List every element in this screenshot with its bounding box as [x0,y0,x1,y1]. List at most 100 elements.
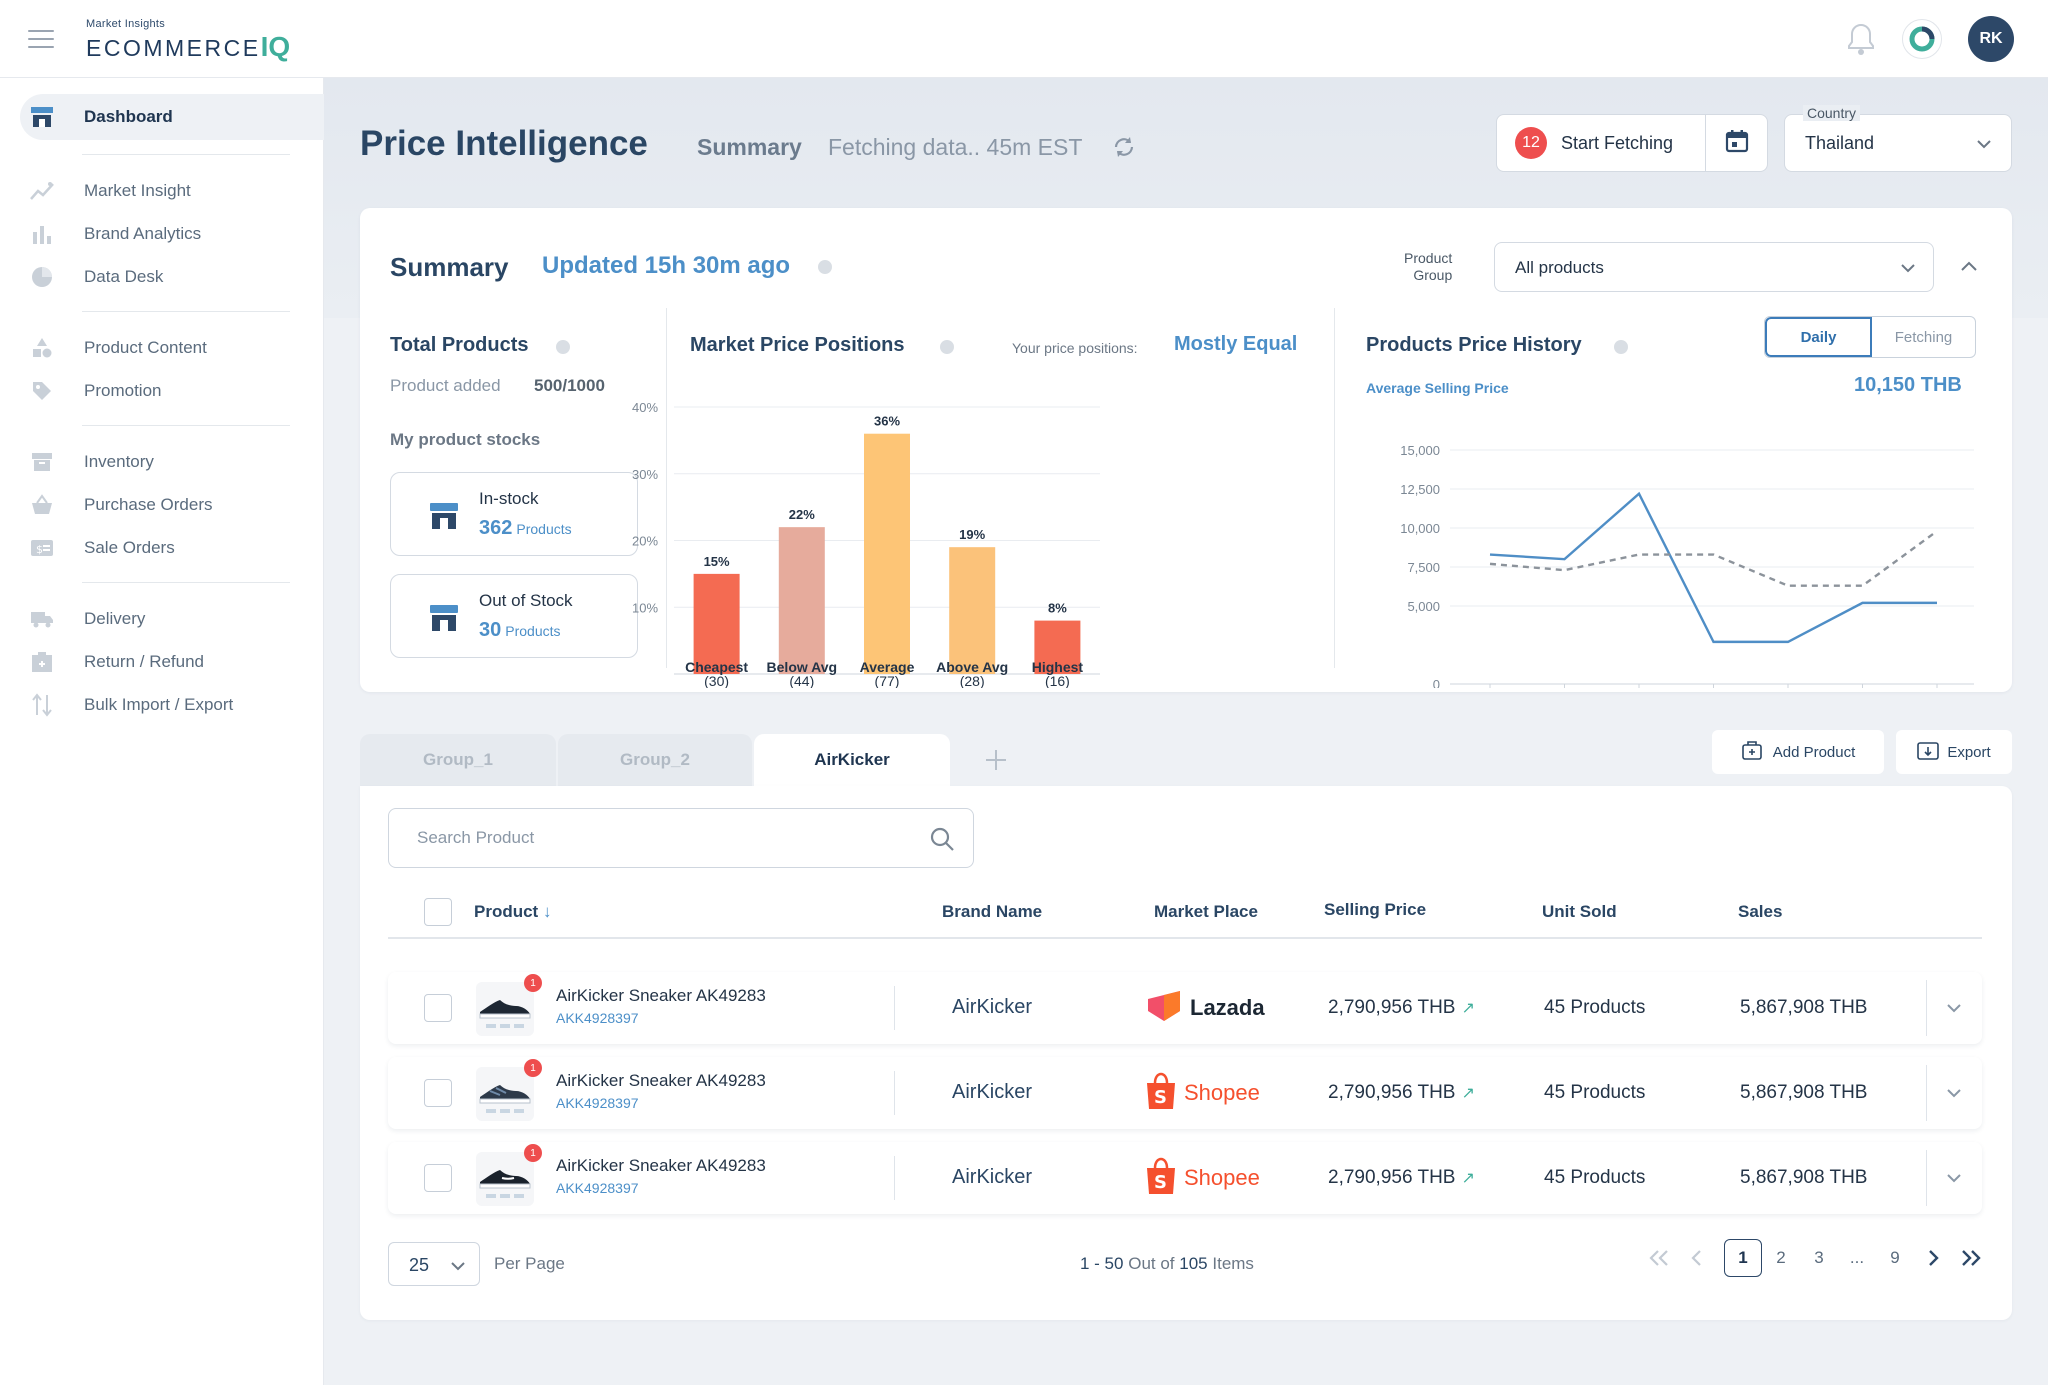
user-avatar[interactable]: RK [1968,16,2014,62]
out-of-stock-unit: Products [505,623,561,639]
series-line-dashed [1489,530,1938,587]
sidebar-item-dashboard[interactable]: Dashboard [20,94,324,140]
marketplace-logo: S Shopee [1144,1156,1260,1200]
selling-price-value: 2,790,956 THB [1328,997,1456,1018]
sidebar-item-bulk-import-export[interactable]: Bulk Import / Export [20,682,324,728]
svg-text:S: S [1154,1087,1167,1108]
column-header-product[interactable]: Product ↓ [474,902,551,922]
chevron-down-icon[interactable] [1944,998,1964,1018]
row-checkbox[interactable] [424,1079,452,1107]
column-header-units: Unit Sold [1542,902,1617,921]
first-page-icon[interactable] [1640,1239,1678,1277]
search-input[interactable] [389,809,973,867]
marketplace-logo: Lazada [1144,986,1265,1030]
page-button[interactable]: 1 [1724,1239,1762,1277]
bell-icon[interactable] [1846,22,1876,56]
in-stock-card[interactable]: In-stock 362 Products [390,472,638,556]
country-label: Country [1803,105,1861,121]
sidebar-item-market-insight[interactable]: Market Insight [20,168,324,214]
menu-icon[interactable] [28,30,54,48]
product-name[interactable]: AirKicker Sneaker AK49283 [556,986,766,1005]
in-stock-number: 362 [479,517,513,539]
y-tick-label: 40% [632,400,658,415]
sidebar-item-inventory[interactable]: Inventory [20,439,324,485]
return-box-icon [30,650,54,674]
sidebar-item-delivery[interactable]: Delivery [20,596,324,642]
sidebar-item-label: Product Content [84,338,207,357]
add-product-button[interactable]: Add Product [1712,730,1884,774]
calendar-button[interactable] [1705,115,1767,171]
range-mid: Out of [1128,1254,1175,1273]
per-page-select[interactable]: 25 [388,1242,480,1286]
refresh-icon[interactable] [1112,135,1136,159]
sidebar-item-label: Dashboard [84,107,173,126]
product-name[interactable]: AirKicker Sneaker AK49283 [556,1071,766,1090]
add-tab-icon[interactable] [980,744,1012,776]
tab-group-1[interactable]: Group_1 [360,734,556,786]
info-icon[interactable] [940,340,954,354]
select-all-checkbox[interactable] [424,898,452,926]
product-group-select[interactable]: All products [1494,242,1934,292]
table-row[interactable]: 1 AirKicker Sneaker AK49283 AKK4928397 A… [388,1057,1982,1129]
fetch-status: Fetching data.. 45m EST [828,134,1083,160]
toggle-fetching[interactable]: Fetching [1894,328,1953,346]
row-checkbox[interactable] [424,994,452,1022]
page-button[interactable]: 2 [1776,1248,1786,1267]
out-of-stock-number: 30 [479,619,502,641]
logo[interactable]: Market Insights ECOMMERCEIQ [86,18,290,63]
notification-badge: 1 [524,1059,542,1077]
y-tick-label: 20% [632,534,658,549]
next-page-icon[interactable] [1914,1239,1952,1277]
info-icon[interactable] [1614,340,1628,354]
row-checkbox[interactable] [424,1164,452,1192]
sidebar-item-sale-orders[interactable]: $ Sale Orders [20,525,324,571]
toggle-daily[interactable]: Daily [1765,317,1872,357]
truck-icon [30,607,54,631]
page-button[interactable]: 3 [1814,1248,1824,1267]
chevron-down-icon [1899,259,1917,277]
column-header-brand: Brand Name [942,902,1043,921]
chevron-down-icon[interactable] [1944,1083,1964,1103]
tab-airkicker[interactable]: AirKicker [754,734,950,786]
page-button[interactable]: 9 [1890,1248,1900,1267]
info-icon[interactable] [556,340,570,354]
out-of-stock-card[interactable]: Out of Stock 30 Products [390,574,638,658]
sidebar-item-promotion[interactable]: Promotion [20,368,324,414]
category-label: Cheapest [685,659,748,675]
product-name[interactable]: AirKicker Sneaker AK49283 [556,1156,766,1175]
prev-page-icon[interactable] [1678,1239,1716,1277]
column-divider [666,308,667,668]
chevron-down-icon [449,1257,467,1275]
sidebar-item-label: Sale Orders [84,538,175,557]
export-button[interactable]: Export [1896,730,2012,774]
start-fetching-button[interactable]: 12 Start Fetching [1497,115,1705,171]
product-thumbnail [476,1067,534,1121]
table-row[interactable]: 1 AirKicker Sneaker AK49283 AKK4928397 A… [388,1142,1982,1214]
price-history-chart: 05,0007,50010,00012,50015,00027/04/2228/… [1400,443,1974,688]
sidebar-item-data-desk[interactable]: Data Desk [20,254,324,300]
shopee-icon: S [1144,1156,1178,1201]
box-icon [30,450,54,474]
info-icon[interactable] [818,260,832,274]
sidebar-divider [82,311,290,312]
in-stock-count: 362 Products [479,517,572,540]
sidebar-item-brand-analytics[interactable]: Brand Analytics [20,211,324,257]
chevron-up-icon[interactable] [1958,256,1980,278]
sidebar-item-label: Brand Analytics [84,224,202,243]
sidebar-item-return-refund[interactable]: Return / Refund [20,639,324,685]
table-row[interactable]: 1 AirKicker Sneaker AK49283 AKK4928397 A… [388,972,1982,1044]
tab-group-2[interactable]: Group_2 [558,734,752,786]
out-of-stock-count: 30 Products [479,619,561,642]
bar-value-label: 15% [704,554,730,569]
app-switcher-icon[interactable] [1902,19,1942,59]
sidebar-item-purchase-orders[interactable]: Purchase Orders [20,482,324,528]
chevron-down-icon[interactable] [1944,1168,1964,1188]
last-page-icon[interactable] [1952,1239,1990,1277]
bar [693,573,740,674]
category-count-label: (77) [875,673,900,688]
sidebar-item-product-content[interactable]: Product Content [20,325,324,371]
bar-value-label: 22% [789,507,815,522]
search-icon[interactable] [929,826,955,852]
country-select[interactable]: Country Thailand [1784,105,2012,172]
sidebar-item-label: Market Insight [84,181,191,200]
